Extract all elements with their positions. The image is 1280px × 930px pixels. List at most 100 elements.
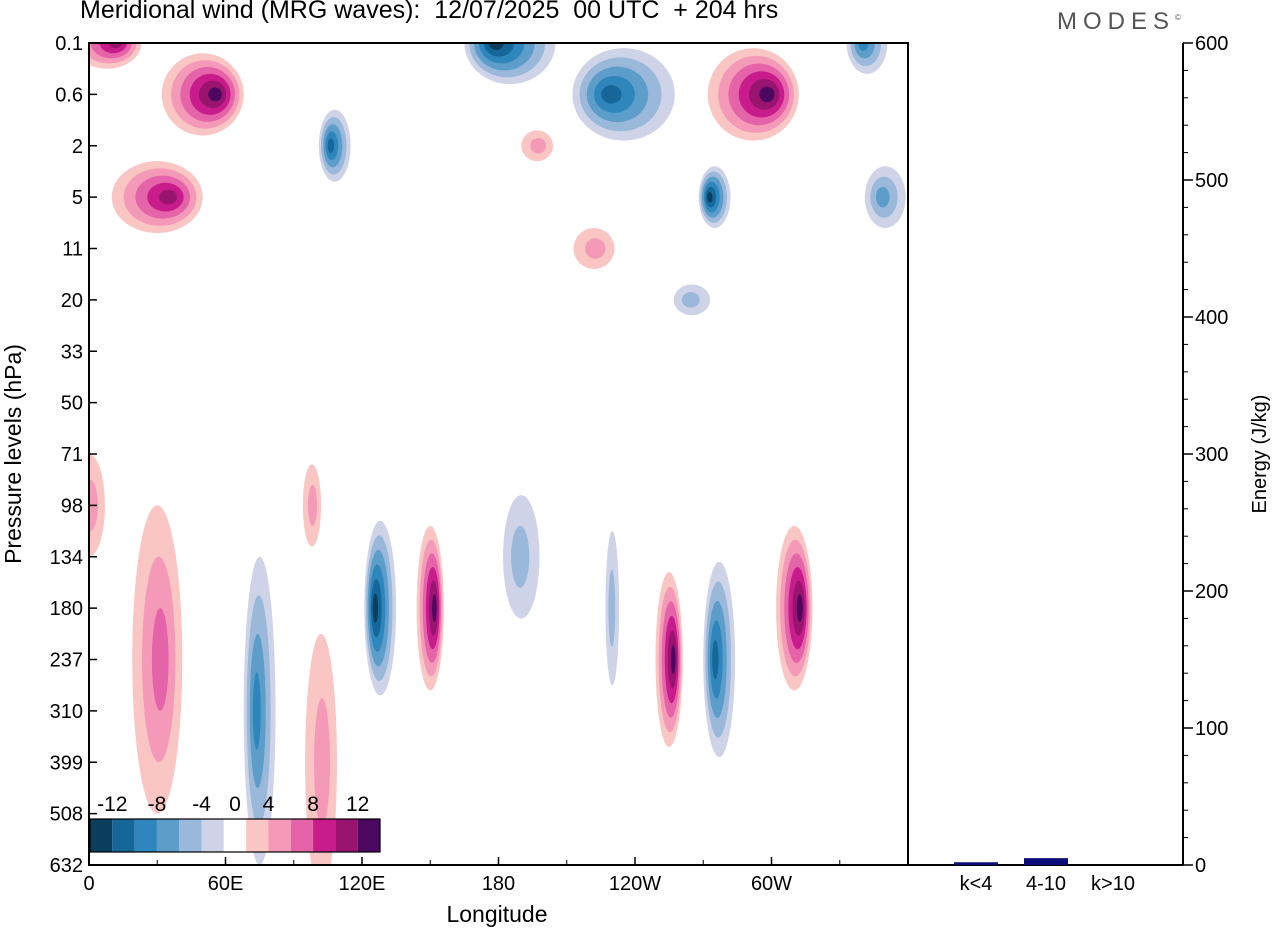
energy-y-tick-label: 500 [1195,170,1228,192]
colorbar-swatch [246,819,269,852]
x-tick-label: 0 [83,873,94,895]
colorbar-swatch [179,819,202,852]
colorbar-label: 8 [307,793,319,816]
contour-feature [707,48,799,141]
contour-feature [846,43,888,74]
y-axis-label: Pressure levels (hPa) [0,344,26,564]
contour-feature [161,53,244,136]
contour-band [875,186,890,208]
contour-feature [605,531,620,686]
contour-band [530,138,547,154]
contour-feature [698,166,731,228]
y-tick-label: 33 [61,341,83,363]
y-tick-label: 11 [62,239,83,261]
contour-band [314,698,330,827]
energy-y-tick-label: 400 [1195,307,1228,329]
contour-feature [703,561,736,758]
plot-frame [88,42,909,866]
colorbar-swatch [268,819,291,852]
contour-feature [464,43,556,85]
energy-y-tick-label: 100 [1195,718,1228,740]
y-tick-label: 98 [61,495,83,517]
colorbar-swatch [290,819,314,852]
y-tick-label: 508 [50,804,83,826]
y-tick-label: 50 [61,393,83,415]
contour-band [670,644,676,675]
x-tick-label: 120W [609,873,661,895]
colorbar-label: -4 [192,793,211,816]
contour-band [707,191,713,203]
y-tick-label: 632 [50,855,83,877]
contour-field [89,43,906,865]
colorbar-swatch [357,819,380,852]
colorbar-label: 4 [263,793,275,816]
contour-feature [521,130,554,162]
contour-band [759,86,775,103]
colorbar-label: -8 [148,793,167,816]
y-tick-label: 399 [50,752,83,774]
x-tick-label: 60W [751,873,792,895]
y-tick-label: 134 [50,547,83,569]
contour-feature [573,227,615,270]
contour-band [432,594,437,622]
x-tick-label: 120E [339,873,386,895]
y-tick-label: 0.1 [55,33,83,55]
y-tick-label: 0.6 [55,84,83,106]
chart-title: Meridional wind (MRG waves): 12/07/2025 … [80,0,779,24]
main-axes: 0.1 0.6 2 5 11 20 33 50 71 98 134 180 237 310 399 508 63… [0,33,909,927]
y-tick-label: 180 [50,598,83,620]
energy-category-label: 4-10 [1026,873,1066,895]
modes-logo: MODES© [1057,8,1181,35]
colorbar-swatch [112,819,135,852]
contour-band [511,525,530,588]
contour-feature [318,109,351,182]
colorbar-swatch [223,819,247,852]
contour-band [712,639,719,680]
contour-band [208,87,222,102]
contour-band [681,292,700,308]
colorbar-label: 12 [346,793,369,816]
contour-band [108,43,123,49]
contour-band [858,43,869,51]
contour-feature [132,505,183,814]
y-tick-label: 71 [61,444,83,466]
contour-feature [655,572,683,747]
contour-band [252,672,261,750]
contour-feature [111,161,203,234]
energy-bar [1024,858,1068,865]
colorbar-label: -12 [97,793,127,816]
energy-y-tick-label: 200 [1195,581,1228,603]
contour-band [608,569,616,647]
contour-feature [503,495,540,619]
contour-band [327,138,335,153]
x-tick-label: 180 [482,873,515,895]
contour-band [585,238,606,259]
energy-bar [954,862,998,865]
energy-y-tick-label: 0 [1195,855,1206,877]
colorbar-swatch [313,819,336,852]
energy-category-label: k<4 [960,873,993,895]
contour-band [488,43,504,50]
energy-category-label: k>10 [1091,873,1135,895]
contour-feature [776,525,813,691]
energy-y-tick-label: 600 [1195,33,1228,55]
colorbar-swatch [335,819,358,852]
contour-feature [302,464,322,547]
contour-band [796,594,803,622]
y-tick-label: 20 [61,290,83,312]
colorbar-swatch [201,819,224,852]
contour-feature [864,166,906,228]
contour-band [151,608,169,711]
contour-band [159,189,178,205]
energy-panel: 0 100 200 300 400 500 600 k<4 4-10 k>10 Energy (J/… [908,33,1271,895]
contour-feature [364,520,397,696]
y-tick-label: 237 [50,650,83,672]
x-axis-label: Longitude [446,901,547,927]
contour-feature [243,556,276,865]
y-tick-label: 5 [72,187,83,209]
x-tick-label: 60E [208,873,244,895]
contour-feature [89,43,142,69]
colorbar-swatch [90,819,113,852]
y-tick-label: 2 [72,136,83,158]
